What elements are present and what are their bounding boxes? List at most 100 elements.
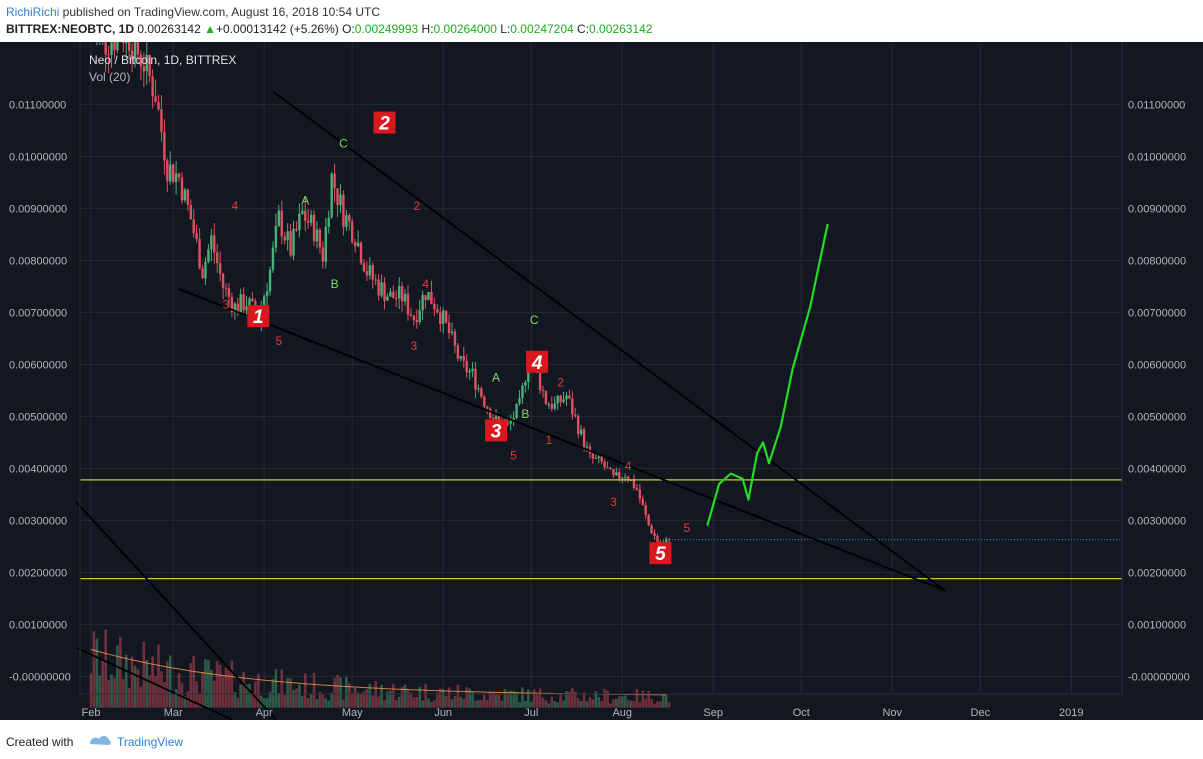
candle-body	[641, 498, 644, 506]
candle-body	[582, 429, 586, 448]
author-link[interactable]: RichiRichi	[6, 5, 60, 19]
candle-body	[330, 173, 333, 218]
y-tick-label-left: 0.01000000	[9, 151, 67, 163]
y-tick-label-right: 0.00600000	[1128, 359, 1186, 371]
volume-bar	[433, 700, 436, 708]
candle-body	[336, 188, 339, 206]
wave-label: 3	[610, 495, 617, 509]
candle-body	[139, 54, 143, 67]
volume-bar	[336, 674, 339, 708]
volume-bar	[136, 669, 140, 708]
candle-body	[497, 416, 501, 421]
candle-body	[148, 55, 151, 77]
created-with-text: Created with	[6, 735, 74, 749]
candle-body	[339, 194, 342, 206]
candle-body	[629, 480, 633, 482]
candle-body	[444, 310, 448, 323]
candle-body	[345, 215, 348, 227]
volume-bar	[412, 697, 416, 708]
candle-body	[556, 395, 559, 404]
volume-bar	[480, 699, 483, 708]
candle-body	[421, 295, 424, 311]
volume-bar	[471, 691, 474, 708]
candle-body	[409, 314, 413, 316]
volume-bar	[377, 696, 380, 708]
volume-bar	[242, 671, 245, 708]
volume-bar	[603, 689, 606, 708]
candle-body	[541, 390, 545, 392]
wave-box-label-text: 5	[655, 544, 666, 565]
candle-body	[104, 34, 107, 55]
y-tick-label-left: 0.00500000	[9, 411, 67, 423]
volume-bar	[618, 696, 621, 708]
volume-bar	[227, 670, 231, 708]
volume-bar	[453, 696, 457, 708]
volume-bar	[198, 693, 201, 708]
y-tick-label-right: 0.00700000	[1128, 307, 1186, 319]
volume-bar	[306, 697, 310, 708]
y-tick-label-right: 0.00800000	[1128, 255, 1186, 267]
volume-bar	[271, 679, 275, 708]
candle-body	[486, 406, 489, 409]
candle-body	[383, 282, 386, 301]
candle-body	[547, 404, 551, 406]
volume-bar	[174, 688, 178, 708]
volume-bar	[424, 684, 427, 708]
candle-body	[242, 294, 245, 311]
volume-bar	[497, 693, 501, 708]
volume-bar	[339, 677, 342, 708]
volume-bar	[251, 693, 254, 708]
candle-body	[312, 214, 316, 242]
candle-body	[559, 395, 562, 403]
trendline	[178, 288, 946, 592]
wave-label: A	[301, 194, 309, 208]
volume-bar	[309, 693, 313, 708]
volume-bar	[547, 703, 551, 708]
volume-bar	[321, 694, 325, 708]
volume-bar	[157, 644, 160, 708]
volume-bar	[133, 665, 137, 708]
candle-body	[236, 303, 239, 313]
candle-body	[474, 368, 477, 390]
candle-body	[483, 396, 486, 407]
volume-bar	[609, 703, 612, 708]
volume-bar	[623, 695, 627, 708]
candle-body	[289, 231, 292, 256]
volume-bar	[245, 684, 248, 708]
volume-bar	[482, 693, 486, 708]
candle-body	[295, 228, 298, 231]
volume-bar	[571, 687, 574, 708]
candle-body	[453, 331, 457, 346]
volume-bar	[485, 699, 489, 708]
volume-bar	[268, 691, 272, 708]
x-tick-label: Apr	[256, 707, 273, 719]
volume-bar	[180, 682, 184, 708]
candle-body	[324, 226, 327, 262]
candle-body	[465, 360, 468, 373]
wave-label: 5	[275, 334, 282, 348]
candle-body	[665, 539, 668, 544]
volume-bar	[427, 698, 430, 708]
tradingview-link[interactable]: TradingView	[117, 735, 184, 749]
wave-box-label	[373, 111, 396, 134]
candle-body	[632, 480, 636, 488]
projection-path	[706, 223, 829, 526]
candle-body	[230, 296, 234, 313]
candle-body	[574, 414, 577, 417]
candle-body	[459, 355, 463, 359]
publish-info: RichiRichi published on TradingView.com,…	[6, 5, 380, 19]
candle-body	[603, 461, 606, 468]
candle-body	[480, 388, 483, 397]
open-label: O:	[342, 22, 355, 36]
candle-body	[521, 385, 524, 399]
volume-bar	[236, 697, 240, 708]
volume-bar	[600, 701, 603, 708]
candle-body	[286, 231, 289, 241]
candle-body	[204, 261, 207, 279]
wave-label: 4	[422, 277, 429, 291]
volume-bar	[230, 660, 234, 708]
candle-body	[301, 210, 304, 214]
candle-body	[154, 96, 157, 103]
